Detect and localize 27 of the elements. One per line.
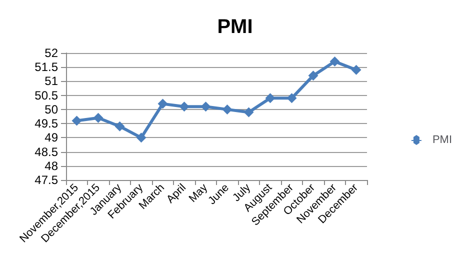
- y-tick-label: 51.5: [34, 60, 58, 74]
- point: [244, 107, 254, 118]
- point: [72, 116, 82, 126]
- point: [179, 102, 190, 112]
- point: [136, 132, 146, 143]
- y-tick-label: 49: [44, 130, 58, 145]
- point: [158, 98, 168, 109]
- y-tick-label: 49.5: [34, 116, 58, 131]
- point: [265, 93, 276, 104]
- point: [114, 121, 125, 132]
- point: [308, 70, 318, 81]
- y-tick-label: 50: [44, 102, 58, 116]
- y-tick-label: 48: [44, 158, 58, 173]
- y-tick-label: 48.5: [34, 144, 58, 159]
- legend-label: PMI: [432, 134, 452, 146]
- y-tick-label: 47.5: [34, 173, 58, 187]
- point: [93, 112, 104, 123]
- x-tick-label: May: [186, 181, 210, 205]
- point: [200, 102, 211, 112]
- y-tick-label: 51: [44, 74, 58, 88]
- y-tick-label: 52: [44, 46, 58, 60]
- point: [222, 104, 232, 114]
- chart-title: PMI: [217, 16, 253, 38]
- point: [351, 64, 362, 75]
- point: [286, 93, 297, 104]
- y-tick-label: 50.5: [34, 88, 58, 102]
- point: [330, 56, 340, 66]
